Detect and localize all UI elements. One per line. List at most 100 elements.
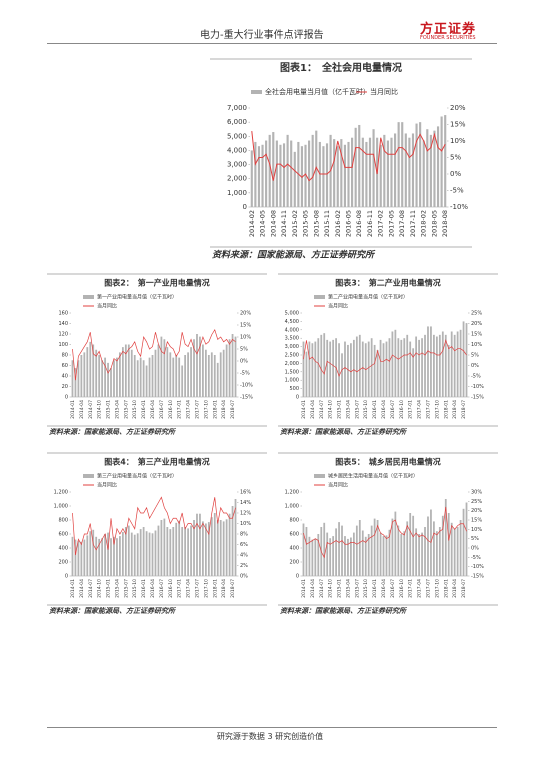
bar [145,531,148,576]
bar [83,539,86,576]
bar [282,143,286,207]
y-tick-label: 1,000 [285,504,299,510]
bar [279,144,282,207]
bar [415,123,418,207]
bar [354,127,357,207]
bar [139,357,142,397]
y-tick-label: 2,500 [285,353,299,359]
bar [419,122,422,207]
x-tick-label: 2018-07 [230,400,236,419]
y-tick-label: 7,000 [227,104,247,112]
y-tick-label: 0 [243,203,247,211]
y2-tick-label: 5% [450,154,461,162]
bar [234,336,237,397]
bar [444,334,447,397]
footer-text: 研究源于数据 3 研究创造价值 [216,732,324,741]
y-tick-label: 40 [62,374,68,380]
x-tick-label: 2017-11 [409,210,417,237]
bar [311,539,314,576]
bar [187,528,189,576]
y-tick-label: 4,000 [227,146,247,154]
bar [453,528,456,576]
y-tick-label: 60 [62,363,68,369]
y2-tick-label: 14% [240,500,251,506]
source: 资料来源：国家能源局、方正证券研究所 [280,606,408,615]
bar [338,343,340,397]
bar [110,368,112,397]
x-tick-label: 2015-08 [312,210,320,237]
bar [231,506,234,576]
x-tick-label: 2018-04 [452,579,458,598]
x-tick-label: 2016-01 [372,579,378,598]
bar [364,536,367,576]
bar [98,355,101,397]
bar [130,532,133,576]
bar [444,115,447,207]
line [303,506,467,559]
y-tick-label: 1,200 [54,490,68,496]
y2-tick-label: 10% [471,342,482,348]
bar [145,365,148,397]
legend-swatch [83,295,94,299]
bar [293,151,296,207]
bar [160,336,163,397]
bar [373,518,376,576]
chart-title: 图表5： 城乡居民用电量情况 [335,457,441,467]
x-tick-label: 2015-10 [132,579,138,598]
bar [92,344,95,397]
bar [435,531,438,576]
bar [326,532,329,576]
bar [202,344,204,397]
bar [465,502,468,576]
bar [421,338,423,397]
y-tick-label: 1,000 [285,378,299,384]
x-tick-label: 2018-07 [230,579,236,598]
bar [172,357,175,397]
bar [110,538,112,576]
bar [193,520,195,576]
bar [133,534,136,576]
bar [397,525,400,576]
bar [225,519,228,576]
y-tick-label: 1,000 [54,504,68,510]
bar [394,329,397,397]
y2-tick-label: -10% [450,203,468,211]
bar [361,341,364,397]
bar [379,532,382,576]
y2-tick-label: -15% [471,574,484,580]
x-tick-label: 2015-10 [363,579,369,598]
x-tick-label: 2014-10 [97,579,103,598]
x-tick-label: 2015-11 [323,210,331,237]
x-tick-label: 2014-01 [70,400,76,419]
bar [441,331,444,397]
x-tick-label: 2014-01 [70,579,76,598]
x-tick-label: 2016-05 [345,210,353,237]
x-tick-label: 2017-07 [194,400,200,419]
y2-tick-label: 20% [471,508,482,514]
y-tick-label: 6,000 [227,118,247,126]
x-tick-label: 2017-07 [425,579,431,598]
bar [261,144,264,207]
bar [142,527,145,576]
x-tick-label: 2017-10 [203,579,209,598]
bar [80,541,83,576]
bar [436,126,440,207]
bar [376,520,379,576]
bar [101,538,104,576]
bar [382,536,385,576]
bar [151,355,154,397]
y2-tick-label: 5% [240,347,248,353]
x-tick-label: 2016-10 [399,400,405,419]
bar [154,530,157,576]
bar [166,347,169,397]
bar [151,533,154,576]
bar [400,339,403,397]
bar [107,532,109,576]
legend-label: 第一产业用电量当月值（亿千瓦时） [97,294,177,301]
source: 资料来源：国家能源局、方正证券研究所 [212,250,376,261]
x-tick-label: 2015-01 [106,400,112,419]
x-tick-label: 2017-02 [377,210,385,237]
x-tick-label: 2015-01 [337,400,343,419]
bar [352,339,355,397]
bar [127,344,130,397]
